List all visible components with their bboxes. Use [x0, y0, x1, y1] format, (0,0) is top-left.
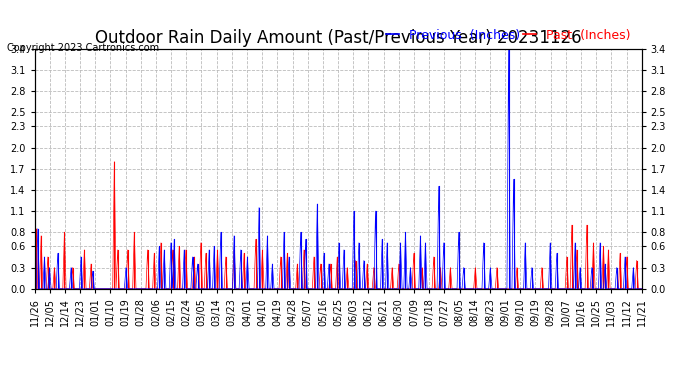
- Legend: Previous  (Inches), Past  (Inches): Previous (Inches), Past (Inches): [381, 24, 635, 47]
- Title: Outdoor Rain Daily Amount (Past/Previous Year) 20231126: Outdoor Rain Daily Amount (Past/Previous…: [95, 29, 582, 47]
- Text: Copyright 2023 Cartronics.com: Copyright 2023 Cartronics.com: [7, 43, 159, 53]
